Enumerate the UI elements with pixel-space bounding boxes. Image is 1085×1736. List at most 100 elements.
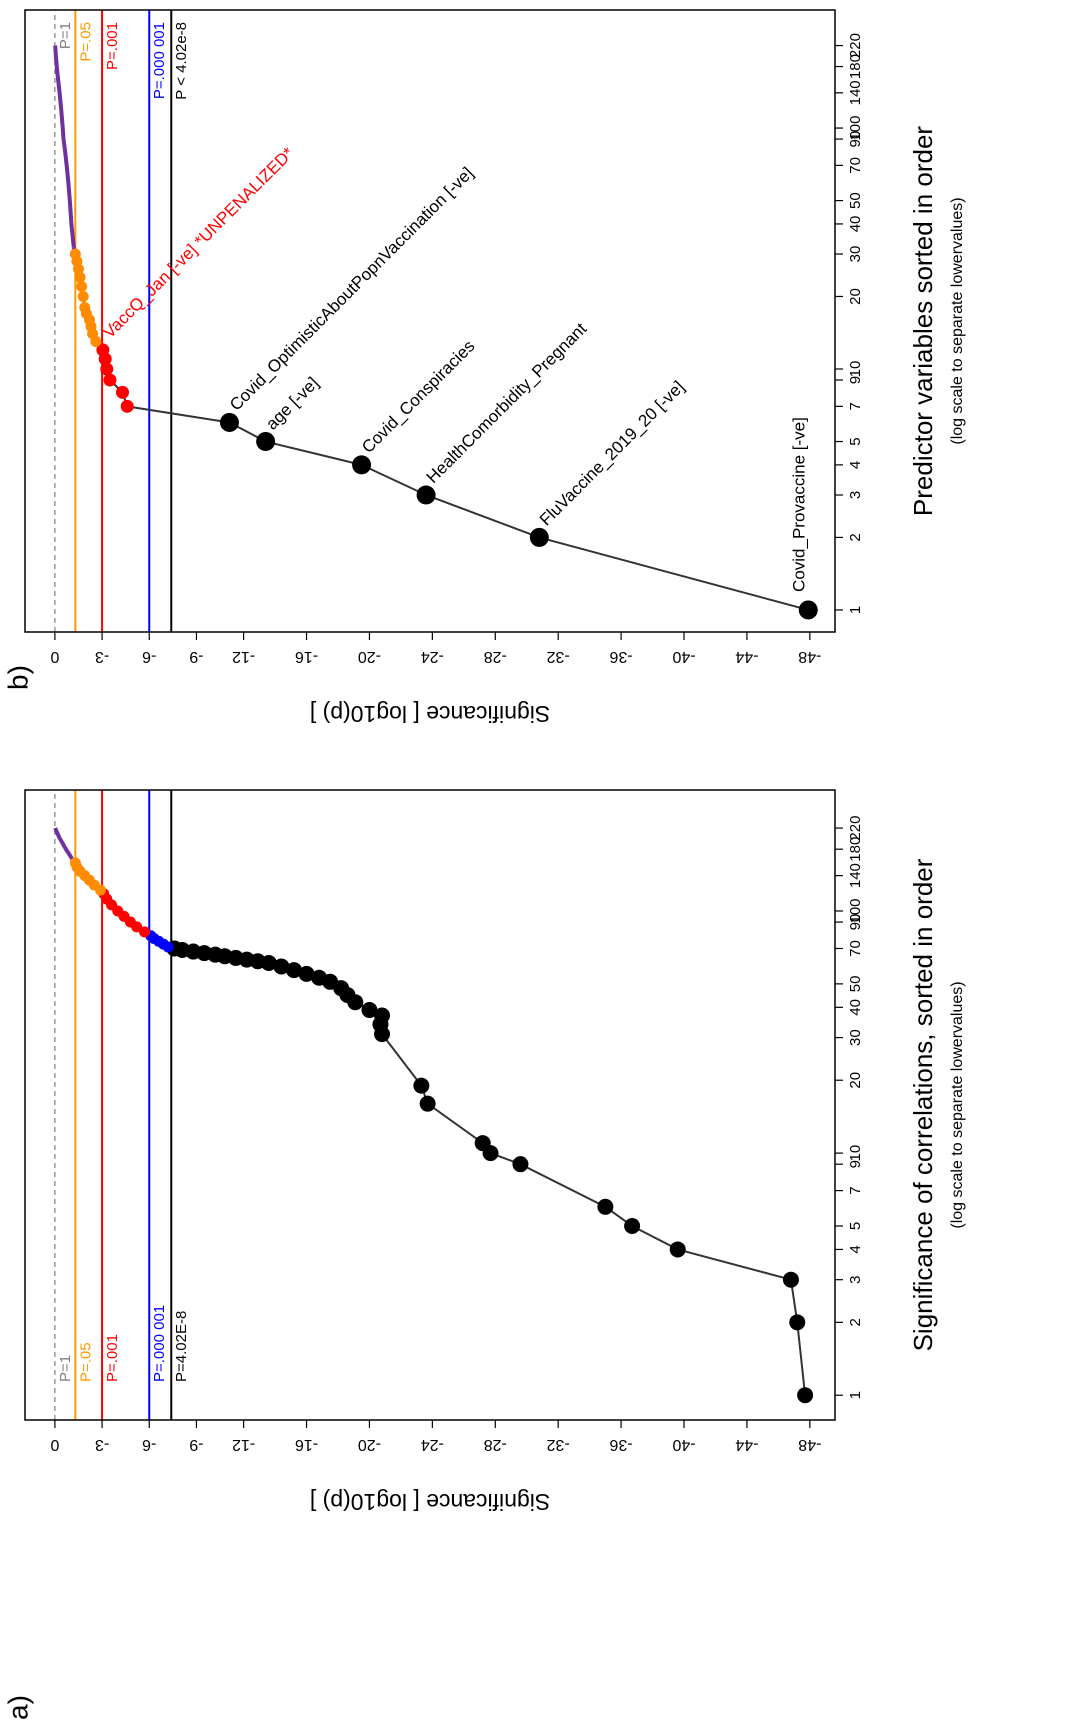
x-tick-label: 100 xyxy=(847,898,864,923)
x-tick-label: 1 xyxy=(847,606,864,614)
x-tick-label: 1 xyxy=(847,1391,864,1399)
reference-label: P=4.02E-8 xyxy=(173,1311,190,1382)
plot-frame xyxy=(24,789,836,1421)
data-point xyxy=(103,373,117,387)
data-point xyxy=(782,1271,799,1288)
y-tick-label: -20 xyxy=(358,1436,381,1453)
data-point xyxy=(669,1241,686,1258)
x-tick-label: 10 xyxy=(847,1145,864,1162)
chart-panel: b) 0 -3 -6 -9 -12 -16 -20 -24 -28 -32 -36 -40 -44 -48 1… xyxy=(2,9,966,727)
y-tick-label: -28 xyxy=(484,1436,507,1453)
y-tick-label: -20 xyxy=(358,648,381,665)
rotated-figure: a)0 -3 -6 -9 -12 -16 -20 -24 -28 -32 -36 -40 -44 -481… xyxy=(2,9,966,1720)
data-point xyxy=(797,1387,814,1404)
data-point xyxy=(219,412,239,432)
y-tick-label: -48 xyxy=(798,1436,821,1453)
reference-label: P=.000 001 xyxy=(151,22,168,99)
point-label: FluVaccine_2019_20 [-ve] xyxy=(536,377,688,529)
data-point xyxy=(789,1314,806,1331)
reference-label: P=.05 xyxy=(77,1342,94,1382)
y-tick-label: -12 xyxy=(232,648,255,665)
y-tick-label: -44 xyxy=(735,1436,758,1453)
reference-label: P=1 xyxy=(57,22,74,49)
x-tick-label: 5 xyxy=(847,437,864,445)
x-tick-label: 90 xyxy=(847,131,864,148)
y-tick-label: -40 xyxy=(672,648,695,665)
x-tick-label: 30 xyxy=(847,1029,864,1046)
data-point xyxy=(69,857,81,869)
y-tick-label: -3 xyxy=(95,1436,109,1453)
x-tick-label: 140 xyxy=(847,80,864,105)
series-connector xyxy=(127,405,230,424)
x-axis-subtitle: (log scale to separate lowervalues) xyxy=(949,981,966,1228)
data-point xyxy=(416,485,436,505)
point-label: VaccQ_Jan [-ve] *UNPENALIZED* xyxy=(99,143,298,342)
y-tick-label: -16 xyxy=(295,648,318,665)
series-line xyxy=(53,45,76,248)
x-tick-label: 7 xyxy=(847,402,864,410)
data-point xyxy=(512,1156,529,1173)
y-tick-label: -16 xyxy=(295,1436,318,1453)
y-tick-label: -24 xyxy=(421,648,444,665)
x-axis-subtitle: (log scale to separate lowervalues) xyxy=(949,197,966,444)
x-tick-label: 9 xyxy=(847,376,864,384)
plot-frame xyxy=(24,9,836,633)
y-tick-label: -36 xyxy=(609,1436,632,1453)
x-tick-label: 50 xyxy=(847,192,864,209)
data-point xyxy=(77,290,89,302)
y-tick-label: -44 xyxy=(735,648,758,665)
y-tick-label: -28 xyxy=(484,648,507,665)
data-point xyxy=(413,1077,430,1094)
x-tick-label: 20 xyxy=(847,1072,864,1089)
data-point xyxy=(311,969,328,986)
reference-label: P=.05 xyxy=(77,22,94,62)
series-line xyxy=(228,421,809,611)
reference-label: P < 4.02e-8 xyxy=(173,22,190,100)
y-tick-label: 0 xyxy=(50,1436,59,1453)
y-tick-label: 0 xyxy=(50,648,59,665)
y-tick-label: -6 xyxy=(142,1436,156,1453)
data-point xyxy=(419,1095,436,1112)
chart-panel: a) 0 -3 -6 -9 -12 -16 -20 -24 -28 -32 -36 -40 -44 -48 1… xyxy=(2,789,966,1720)
x-tick-label: 7 xyxy=(847,1186,864,1194)
panel-label: b) xyxy=(2,665,33,690)
y-tick-label: -9 xyxy=(189,1436,203,1453)
y-tick-label: -32 xyxy=(547,1436,570,1453)
y-tick-label: -12 xyxy=(232,1436,255,1453)
x-tick-label: 90 xyxy=(847,914,864,931)
data-point xyxy=(529,527,549,547)
x-tick-label: 220 xyxy=(847,33,864,58)
data-point xyxy=(256,432,276,452)
x-tick-label: 20 xyxy=(847,288,864,305)
data-point xyxy=(96,343,110,357)
point-label: HealthComorbidity_Pregnant xyxy=(423,319,591,487)
data-point xyxy=(76,280,88,292)
x-tick-label: 180 xyxy=(847,54,864,79)
x-tick-label: 30 xyxy=(847,246,864,263)
x-tick-label: 10 xyxy=(847,361,864,378)
data-point xyxy=(79,301,91,313)
x-axis-title: Predictor variables sorted in order xyxy=(908,126,938,517)
y-tick-label: -40 xyxy=(672,1436,695,1453)
data-point xyxy=(116,385,130,399)
x-tick-label: 100 xyxy=(847,116,864,141)
y-tick-label: -9 xyxy=(189,648,203,665)
reference-label: P=1 xyxy=(57,1355,74,1382)
y-axis-title: Significance [ log10(p) ] xyxy=(310,701,550,727)
x-tick-label: 40 xyxy=(847,999,864,1016)
x-tick-label: 4 xyxy=(847,1245,864,1253)
data-point xyxy=(597,1198,614,1215)
data-point xyxy=(139,926,151,938)
reference-label: P=.001 xyxy=(104,22,121,70)
data-point xyxy=(361,1001,378,1018)
x-tick-label: 40 xyxy=(847,216,864,233)
reference-label: P=.000 001 xyxy=(151,1305,168,1382)
x-tick-label: 50 xyxy=(847,976,864,993)
x-tick-label: 70 xyxy=(847,940,864,957)
x-tick-label: 70 xyxy=(847,157,864,174)
x-tick-label: 5 xyxy=(847,1222,864,1230)
x-tick-label: 2 xyxy=(847,533,864,541)
x-tick-label: 3 xyxy=(847,491,864,499)
data-point xyxy=(273,958,290,975)
